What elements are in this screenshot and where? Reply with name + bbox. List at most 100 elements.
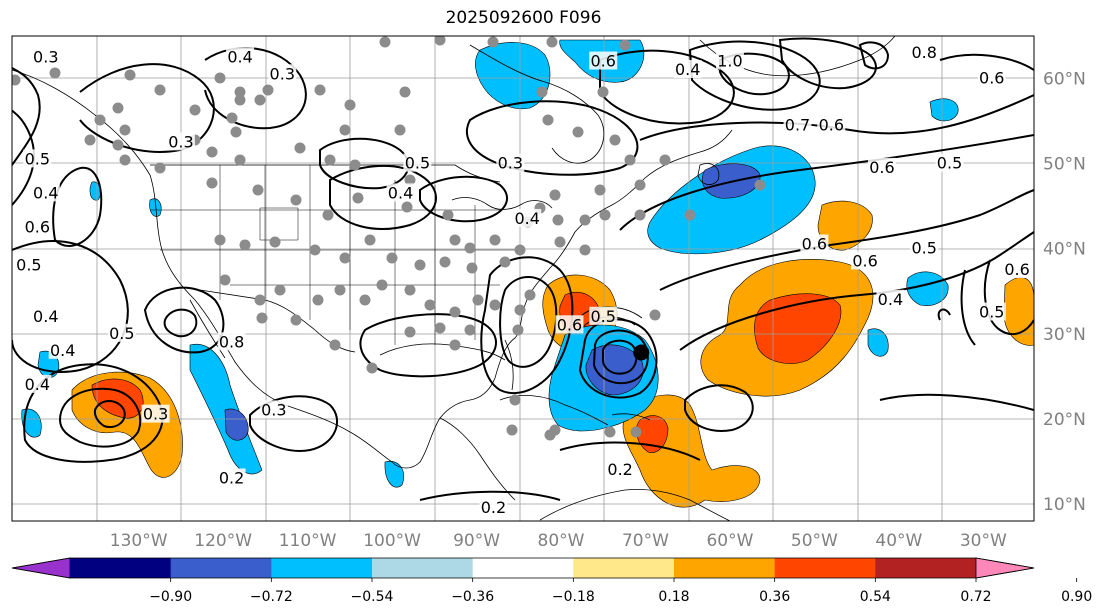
contour-label: 0.5 (979, 303, 1004, 322)
station-dot (359, 294, 371, 306)
station-dot (234, 154, 246, 166)
station-dot (509, 394, 521, 406)
station-dot (424, 299, 436, 311)
station-dot (542, 114, 554, 126)
us-mexico-border (199, 289, 356, 353)
negative-anomaly-area (224, 408, 249, 441)
station-dot (464, 242, 476, 254)
station-dot (684, 209, 696, 221)
station-dot (549, 424, 561, 436)
contour-label: 0.2 (607, 460, 632, 479)
contour-label: 0.6 (1004, 260, 1029, 279)
station-dot (322, 209, 334, 221)
map-frame (11, 35, 1035, 522)
contour-line (659, 189, 1034, 291)
contour-label-background (217, 332, 246, 351)
contour-label: 0.4 (675, 60, 700, 79)
contour-label: 0.6 (557, 315, 582, 334)
station-dot (219, 274, 231, 286)
station-dot (554, 236, 566, 248)
contour-label: 0.6 (591, 52, 616, 71)
station-dot (84, 134, 96, 146)
colorbar-tick-label: −0.36 (451, 589, 494, 605)
contour-label: 0.6 (979, 69, 1004, 88)
station-dot (404, 326, 416, 338)
colorbar-tick-label: 0.36 (759, 589, 790, 605)
contour-label-background (876, 289, 905, 308)
contour-label-background (48, 340, 77, 359)
contour-line (143, 286, 225, 354)
contour-label-background (977, 68, 1006, 87)
contour-label-background (31, 306, 60, 325)
contour-label: 0.6 (802, 234, 827, 253)
contour-label: 0.4 (50, 341, 75, 360)
contour-label-background (479, 498, 508, 517)
station-dot (630, 426, 642, 438)
negative-anomaly-area (189, 343, 263, 475)
station-dot (514, 244, 526, 256)
station-dot (609, 134, 621, 146)
contour-label: 0.4 (878, 290, 903, 309)
longitude-label: 30°W (960, 531, 1007, 551)
hudson-bay (469, 44, 605, 164)
contour-label-background (977, 302, 1006, 321)
longitude-label: 90°W (453, 531, 500, 551)
contour-label-background (606, 459, 635, 478)
longitude-label: 130°W (110, 531, 168, 551)
negative-anomaly-area (384, 460, 405, 488)
station-dot (449, 306, 461, 318)
contour-line (163, 308, 198, 338)
station-dot (94, 114, 106, 126)
station-dot (634, 209, 646, 221)
latitude-label: 20°N (1043, 410, 1086, 430)
contour-label: 0.4 (388, 183, 413, 202)
contour-line (58, 387, 142, 448)
contour-label-background (386, 183, 415, 202)
longitude-labels: 130°W 120°W 110°W 100°W 90°W 80°W 70°W 60°W 50°W… (110, 531, 1007, 551)
latitude-label: 10°N (1043, 495, 1086, 515)
contour-label-background (910, 238, 939, 257)
latitude-label: 50°N (1043, 155, 1086, 175)
contour-label-background (589, 306, 618, 325)
contour-label-background (31, 47, 60, 66)
latitude-label: 30°N (1043, 325, 1086, 345)
contour-line (499, 276, 558, 368)
station-dot (154, 84, 166, 96)
contour-label: 0.4 (227, 47, 252, 66)
station-dot (12, 74, 21, 86)
negative-anomaly-area (929, 98, 959, 122)
contour-label: 0.8 (911, 43, 936, 62)
contour-line (960, 269, 976, 346)
station-dot (349, 159, 361, 171)
station-dot (339, 252, 351, 264)
station-dot (619, 39, 631, 51)
contour-label-background (496, 153, 525, 172)
contour-line (599, 49, 735, 125)
longitude-label: 40°W (875, 531, 922, 551)
contour-line (619, 134, 1034, 231)
colorbar-segment (875, 558, 977, 578)
contour-line (937, 308, 951, 321)
colorbar-segment (70, 558, 172, 578)
station-dot (434, 322, 446, 334)
contour-label-background (31, 183, 60, 202)
negative-anomaly-area (867, 328, 889, 357)
station-dot (334, 284, 346, 296)
newfoundland (697, 163, 720, 185)
station-dot (489, 299, 501, 311)
contour-label-background (715, 51, 744, 70)
latitude-label: 60°N (1043, 70, 1086, 90)
colorbar-segment (573, 558, 675, 578)
contour-label-background (513, 208, 542, 227)
map-panel: 0.3 0.4 0.3 0.5 0.4 0.3 0.6 0.5 0.4 0.5 0.4 0.3 0.3 0… (11, 35, 1035, 522)
longitude-label: 120°W (194, 531, 252, 551)
contour-label: 0.4 (25, 375, 50, 394)
contour-label: 0.6 (25, 217, 50, 236)
contour-label-background (1003, 259, 1032, 278)
station-dot (339, 124, 351, 136)
contour-label-background (23, 374, 52, 393)
state-borders (150, 165, 520, 345)
station-dot (634, 179, 646, 191)
station-dot (366, 362, 378, 374)
